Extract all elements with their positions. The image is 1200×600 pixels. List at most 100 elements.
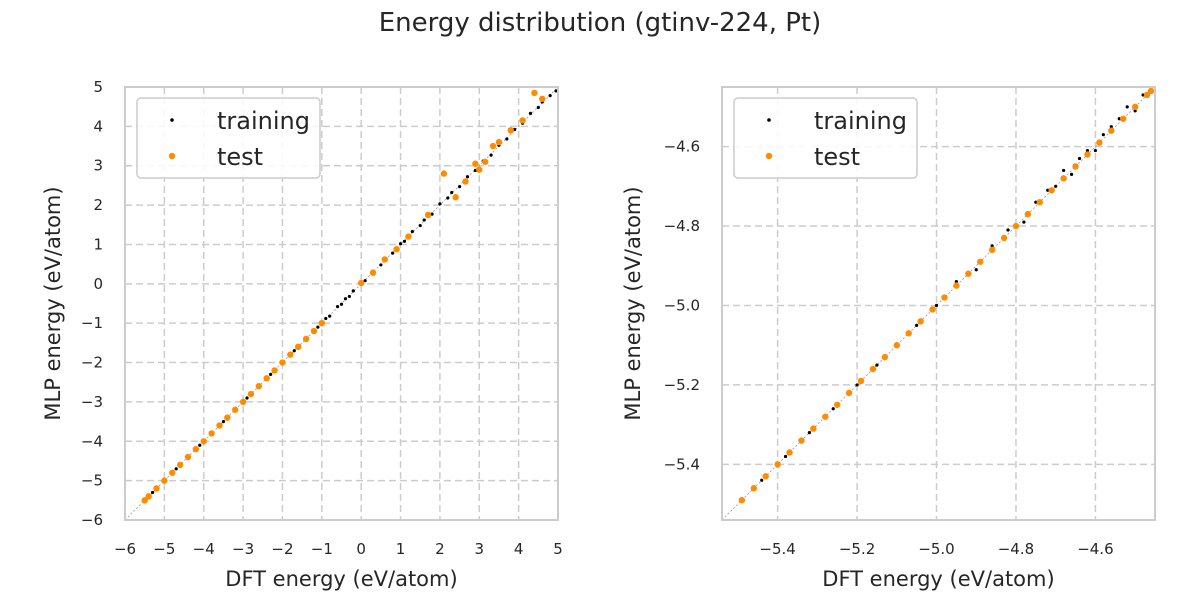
training-point <box>363 279 367 283</box>
test-point <box>381 256 388 263</box>
test-point <box>965 270 972 277</box>
y-axis-label: MLP energy (eV/atom) <box>621 186 645 420</box>
test-point <box>318 319 326 327</box>
y-tick-label: −5 <box>81 472 103 490</box>
training-point <box>990 244 994 248</box>
training-point <box>934 303 939 308</box>
training-point <box>1109 125 1113 129</box>
training-point <box>1006 228 1010 232</box>
test-point <box>1036 199 1043 206</box>
training-point <box>1022 220 1026 224</box>
legend: training test <box>136 97 321 179</box>
legend-label-training: training <box>814 107 907 135</box>
x-tick-label: 3 <box>474 540 484 558</box>
x-axis-label: DFT energy (eV/atom) <box>822 567 1054 591</box>
test-point <box>810 425 817 432</box>
training-point <box>422 218 426 222</box>
training-point <box>402 239 407 243</box>
training-point <box>328 314 332 318</box>
test-point <box>255 382 263 390</box>
test-point <box>1147 87 1155 95</box>
test-point <box>1060 175 1067 182</box>
test-point <box>263 375 270 382</box>
x-tick-label: −4 <box>193 540 215 558</box>
test-point <box>224 414 231 421</box>
training-point <box>915 323 919 327</box>
legend-marker-test <box>765 152 773 160</box>
training-point <box>974 268 978 272</box>
x-tick-label: 2 <box>435 540 445 558</box>
x-tick-label: −5 <box>153 540 175 558</box>
legend-marker-test <box>168 152 176 160</box>
test-point <box>834 401 841 408</box>
training-point <box>438 202 442 206</box>
test-point <box>988 246 996 254</box>
x-tick-label: −4.8 <box>998 540 1034 558</box>
test-point <box>1048 187 1055 194</box>
series-test <box>738 87 1155 504</box>
x-tick-label: 5 <box>553 540 563 558</box>
training-point <box>221 419 226 424</box>
x-tick-label: 4 <box>514 540 524 558</box>
x-tick-label: −5.4 <box>759 540 795 558</box>
training-point <box>1133 109 1137 113</box>
test-point <box>905 330 912 337</box>
test-point <box>287 351 294 358</box>
training-point <box>1125 105 1129 109</box>
training-point <box>410 229 414 234</box>
test-point <box>295 343 302 350</box>
training-point <box>1046 188 1050 192</box>
legend-marker-training <box>170 118 174 122</box>
test-point <box>539 95 546 103</box>
test-point <box>489 142 497 150</box>
test-point <box>786 449 793 456</box>
test-point <box>929 306 936 313</box>
training-point <box>807 431 811 435</box>
training-point <box>554 89 558 93</box>
training-point <box>831 407 835 411</box>
y-tick-label: −6 <box>81 511 103 529</box>
training-point <box>465 175 470 179</box>
training-point <box>505 137 509 141</box>
training-point <box>324 316 328 321</box>
training-point <box>391 251 395 255</box>
legend-box <box>136 97 321 179</box>
x-tick-label: 0 <box>356 540 366 558</box>
test-point <box>440 170 448 177</box>
legend-marker-training <box>767 118 771 122</box>
x-axis-label: DFT energy (eV/atom) <box>225 567 457 591</box>
test-point <box>393 245 400 253</box>
test-point <box>1120 115 1127 122</box>
y-tick-label: −1 <box>81 314 103 332</box>
x-tick-label: −6 <box>114 540 136 558</box>
test-point <box>881 353 889 361</box>
x-tick-label: −3 <box>232 540 254 558</box>
test-point <box>822 413 829 420</box>
x-tick-label: −2 <box>271 540 293 558</box>
test-point <box>953 282 960 289</box>
training-point <box>1093 148 1098 153</box>
test-point <box>239 398 247 406</box>
y-tick-label: −3 <box>81 393 103 411</box>
x-tick-label: −1 <box>311 540 333 558</box>
y-tick-label: 2 <box>93 196 103 214</box>
training-point <box>1077 156 1082 161</box>
training-point <box>855 383 859 387</box>
test-point <box>271 367 278 374</box>
chart-1: −6 −5 −4 −3 −2 −1 0 1 2 3 4 5 −6 −5 −4 −3 −2 −1 0 1 2 3 4 5 DFT … <box>41 78 563 591</box>
y-tick-label: −5.4 <box>664 455 700 473</box>
test-point <box>507 127 514 134</box>
y-tick-label: −4 <box>81 432 103 450</box>
test-point <box>357 279 365 287</box>
series-test <box>141 89 546 504</box>
test-point <box>857 377 865 385</box>
test-point <box>200 438 207 445</box>
training-point <box>783 454 788 459</box>
x-tick-label: 1 <box>396 540 406 558</box>
x-tick-label: −5.0 <box>918 540 954 558</box>
training-point <box>398 242 403 246</box>
training-point <box>347 294 351 299</box>
training-point <box>245 396 249 400</box>
legend: training test <box>733 97 918 179</box>
